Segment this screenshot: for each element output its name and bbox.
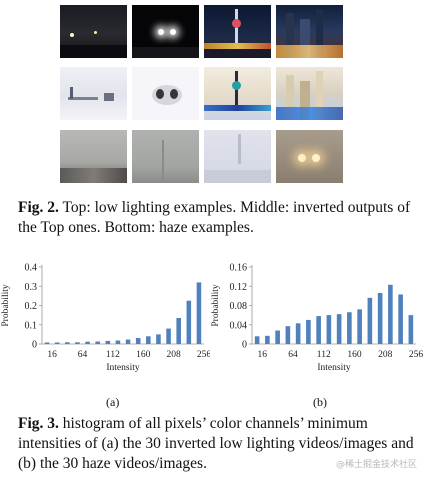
histogram-bar <box>196 282 202 344</box>
y-tick-label: 0 <box>32 340 37 351</box>
histogram-bar <box>357 309 362 344</box>
histogram-bar <box>347 312 352 344</box>
x-tick-label: 112 <box>106 350 120 360</box>
x-tick-label: 64 <box>288 350 298 360</box>
histogram-bar <box>166 328 171 344</box>
photo-night-city-tower <box>204 5 271 58</box>
y-tick-label: 0.16 <box>230 263 248 274</box>
photo-inverted-car-headlights <box>132 67 199 120</box>
histogram-bar <box>176 318 181 344</box>
histogram-bar <box>275 330 280 344</box>
histogram-bar <box>105 340 111 344</box>
x-tick-label: 112 <box>317 350 331 360</box>
histogram-bar <box>295 323 301 344</box>
x-tick-label: 64 <box>78 350 88 360</box>
histogram-bar <box>85 341 90 344</box>
x-tick-label: 160 <box>136 350 151 360</box>
photo-haze-city-street <box>60 130 127 183</box>
photo-night-city-skyline <box>276 5 343 58</box>
photo-night-car-headlights <box>132 5 199 58</box>
histogram-bar <box>377 292 383 344</box>
histogram-bar <box>265 335 270 344</box>
figure-2-label: Fig. 2. <box>18 199 59 216</box>
x-tick-label: 16 <box>47 350 57 360</box>
photo-night-street-dark <box>60 5 127 58</box>
y-tick-label: 0.2 <box>25 301 38 312</box>
histogram-bar <box>316 316 321 344</box>
y-tick-label: 0.1 <box>25 320 38 331</box>
x-tick-label: 208 <box>378 350 393 360</box>
figure-2-caption: Fig. 2. Top: low lighting examples. Midd… <box>18 198 418 238</box>
photo-haze-foggy-street <box>132 130 199 183</box>
x-tick-label: 256 <box>409 350 424 360</box>
x-tick-label: 256 <box>197 350 210 360</box>
histogram-bar <box>146 336 151 344</box>
figure-3-label: Fig. 3. <box>18 415 59 432</box>
histogram-bar <box>135 338 141 344</box>
histogram-bar <box>336 314 342 344</box>
subfigure-label-a: (a) <box>106 395 120 409</box>
histogram-chart-b: 0 0.04 0.08 0.12 0.16 16 64 112 160 208 256 Probabi… <box>211 263 424 374</box>
histogram-bar <box>285 326 291 344</box>
y-tick-label: 0.3 <box>25 282 38 293</box>
x-axis-title: Intensity <box>106 363 139 373</box>
subfigure-label-b: (b) <box>313 395 327 409</box>
y-axis-title: Probability <box>211 284 221 326</box>
photo-inverted-city-tower <box>204 67 271 120</box>
watermark-text: @稀土掘金技术社区 <box>335 460 417 470</box>
histogram-bar <box>95 341 100 344</box>
histogram-bar <box>186 300 192 344</box>
y-tick-label: 0.12 <box>230 282 248 293</box>
photo-inverted-city-skyline <box>276 67 343 120</box>
x-tick-label: 160 <box>347 350 362 360</box>
histogram-bar <box>54 342 60 344</box>
histogram-bar <box>125 339 131 344</box>
histogram-bar <box>367 297 373 344</box>
photo-haze-foggy-tower <box>204 130 271 183</box>
y-tick-label: 0.08 <box>230 301 248 312</box>
histogram-bar <box>306 319 311 344</box>
x-tick-label: 208 <box>167 350 182 360</box>
y-tick-label: 0 <box>242 340 247 351</box>
histogram-bar <box>326 315 332 344</box>
x-axis-title: Intensity <box>317 363 350 373</box>
histogram-bar <box>254 336 260 344</box>
y-axis-title: Probability <box>1 284 11 326</box>
histogram-bar <box>115 340 121 344</box>
histogram-bar <box>65 342 70 344</box>
y-tick-label: 0.04 <box>230 320 248 331</box>
figure-3-caption: Fig. 3. histogram of all pixels’ color c… <box>18 414 418 474</box>
figure-2-text: Top: low lighting examples. Middle: inve… <box>18 199 411 236</box>
histogram-bar <box>75 342 80 344</box>
photo-haze-car-lights <box>276 130 343 183</box>
figure-3-text: histogram of all pixels’ color channels’… <box>18 415 414 472</box>
histogram-chart-a: 0 0.1 0.2 0.3 0.4 16 64 112 160 208 256 Probability… <box>1 263 210 374</box>
histogram-bar <box>156 334 161 344</box>
histogram-bar <box>398 294 403 344</box>
histogram-bar <box>408 315 414 344</box>
x-tick-label: 16 <box>258 350 268 360</box>
y-tick-label: 0.4 <box>25 263 38 274</box>
photo-inverted-street <box>60 67 127 120</box>
histogram-bar <box>44 342 50 344</box>
histogram-bar <box>388 284 393 344</box>
